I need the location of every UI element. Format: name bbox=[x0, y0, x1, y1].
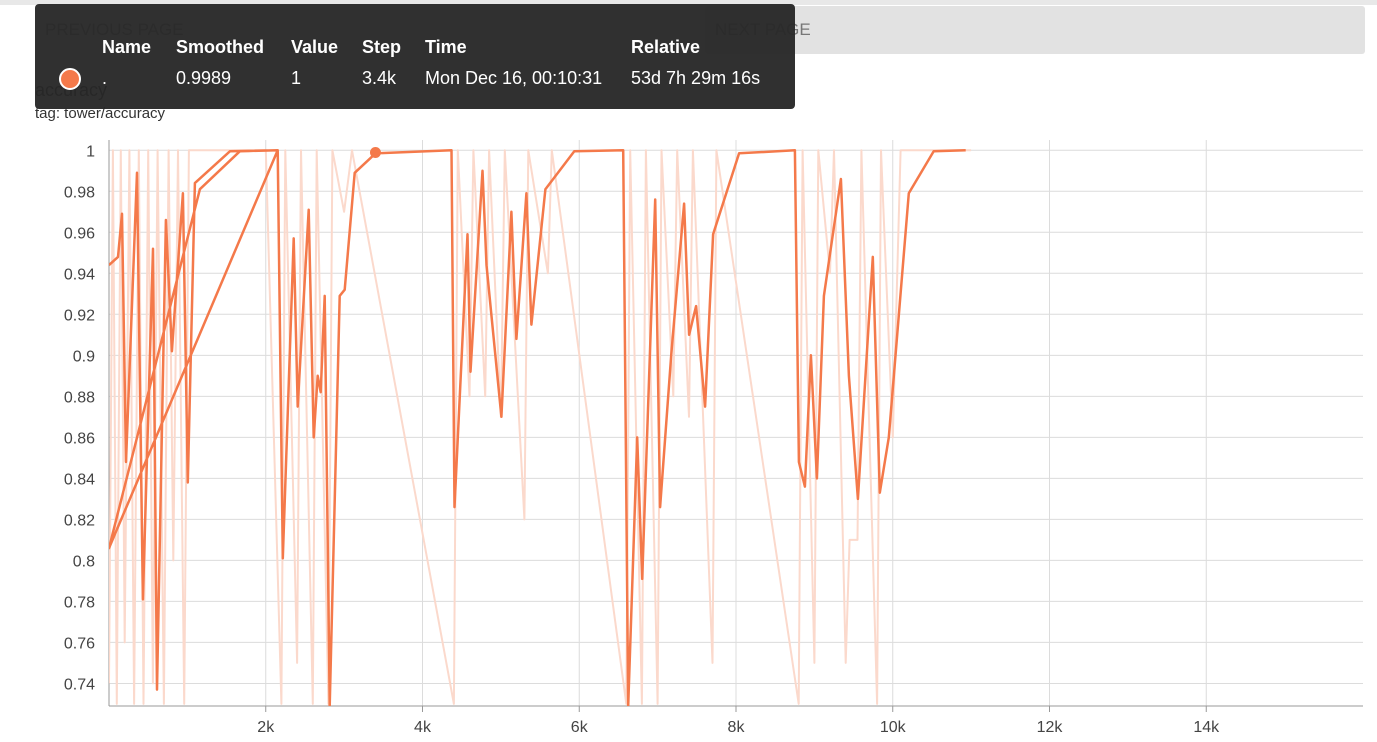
x-tick-label: 6k bbox=[571, 719, 589, 736]
y-tick-label: 0.88 bbox=[64, 389, 95, 406]
y-tick-label: 0.9 bbox=[73, 348, 95, 365]
tooltip-header: Relative bbox=[631, 37, 701, 57]
x-tick-label: 2k bbox=[257, 719, 275, 736]
y-tick-label: 1 bbox=[86, 143, 95, 160]
tooltip-swatch bbox=[59, 68, 81, 90]
tooltip-time: Mon Dec 16, 00:10:31 bbox=[425, 68, 603, 88]
x-tick-label: 14k bbox=[1193, 719, 1220, 736]
tooltip-relative: 53d 7h 29m 16s bbox=[631, 68, 761, 88]
tooltip-header: Name bbox=[102, 37, 152, 57]
x-tick-label: 12k bbox=[1037, 719, 1064, 736]
y-tick-label: 0.98 bbox=[64, 184, 95, 201]
tooltip-name: . bbox=[102, 68, 108, 88]
tooltip-header: Value bbox=[291, 37, 339, 57]
lines bbox=[109, 149, 972, 706]
tooltip-header: Smoothed bbox=[176, 37, 264, 57]
x-tick-label: 10k bbox=[880, 719, 907, 736]
y-tick-label: 0.74 bbox=[64, 676, 95, 693]
hover-point bbox=[369, 147, 381, 159]
y-tick-label: 0.78 bbox=[64, 594, 95, 611]
y-tick-label: 0.82 bbox=[64, 512, 95, 529]
y-tick-label: 0.96 bbox=[64, 225, 95, 242]
series-line bbox=[109, 149, 966, 706]
x-tick-label: 8k bbox=[728, 719, 746, 736]
x-tick-label: 4k bbox=[414, 719, 432, 736]
tooltip-header: Step bbox=[362, 37, 402, 57]
y-tick-label: 0.94 bbox=[64, 266, 95, 283]
tooltip-value: 1 bbox=[291, 68, 302, 88]
grid: 0.74 0.76 0.78 0.8 0.82 0.84 0.86 0.88 0.9 0.92 0.… bbox=[64, 140, 1363, 736]
tooltip-smoothed: 0.9989 bbox=[176, 68, 232, 88]
y-tick-label: 0.8 bbox=[73, 553, 95, 570]
tooltip-step: 3.4k bbox=[362, 68, 397, 88]
chart-subtitle: tag: tower/accuracy bbox=[35, 105, 166, 122]
tooltip: Name Smoothed Value Step Time Relative .… bbox=[35, 4, 795, 109]
tooltip-header: Time bbox=[425, 37, 467, 57]
y-tick-label: 0.76 bbox=[64, 635, 95, 652]
y-tick-label: 0.84 bbox=[64, 471, 95, 488]
y-tick-label: 0.92 bbox=[64, 307, 95, 324]
y-tick-label: 0.86 bbox=[64, 430, 95, 447]
top-border bbox=[0, 0, 1377, 5]
